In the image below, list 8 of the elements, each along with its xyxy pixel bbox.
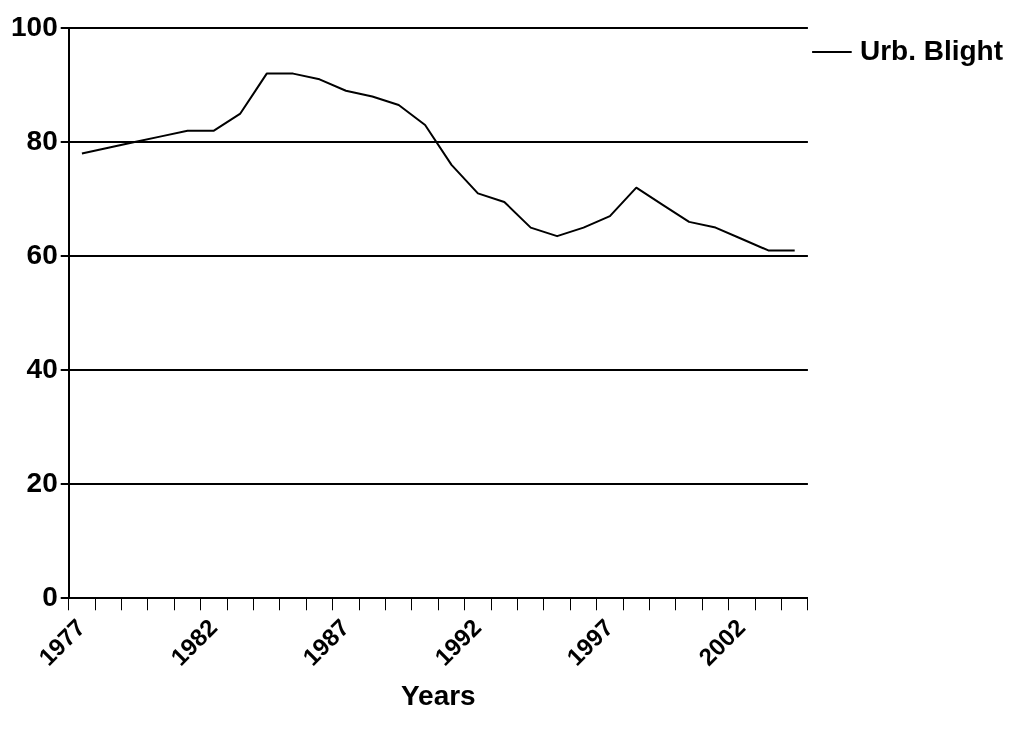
legend-label: Urb. Blight	[859, 34, 1003, 66]
y-tick-label: 100	[11, 10, 58, 42]
y-tick-label: 20	[26, 466, 58, 498]
y-tick-label: 40	[26, 352, 58, 384]
x-axis-title: Years	[400, 679, 476, 711]
y-tick-label: 0	[42, 581, 58, 612]
y-tick-label: 80	[26, 124, 58, 156]
y-tick-label: 60	[26, 238, 58, 270]
